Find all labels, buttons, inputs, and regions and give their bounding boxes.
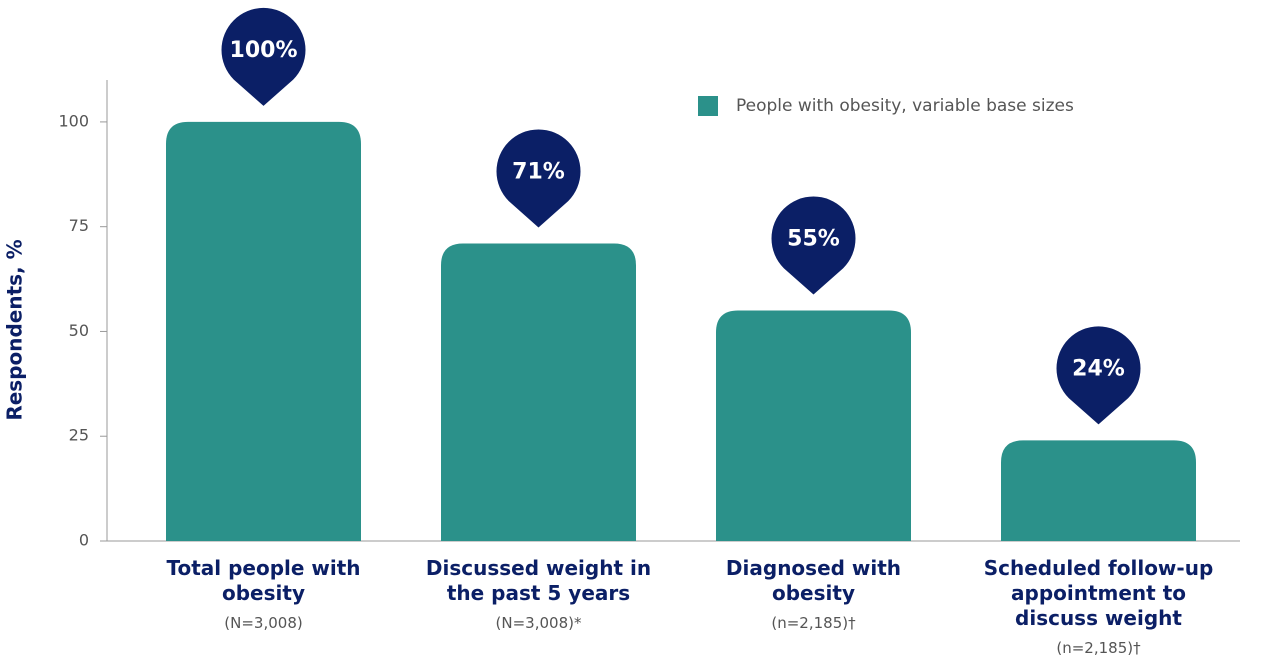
value-pin bbox=[1056, 326, 1141, 425]
x-tick-label: Diagnosed with obesity bbox=[725, 556, 902, 605]
category-group: Total people with obesity (N=3,008) bbox=[144, 556, 384, 632]
value-label: 71% bbox=[512, 159, 565, 184]
x-tick-label: Scheduled follow-up appointment to discu… bbox=[983, 556, 1214, 630]
value-label: 24% bbox=[1072, 356, 1125, 381]
value-pin bbox=[496, 129, 581, 228]
bar bbox=[166, 121, 361, 541]
sample-size: (n=2,185)† bbox=[1056, 639, 1141, 657]
value-label: 55% bbox=[787, 227, 840, 252]
bar bbox=[441, 243, 636, 542]
y-tick-label: 75 bbox=[69, 216, 89, 235]
category-group: Diagnosed with obesity (n=2,185)† bbox=[694, 556, 934, 632]
sample-size: (N=3,008)* bbox=[495, 614, 582, 632]
category-group: Scheduled follow-up appointment to discu… bbox=[979, 556, 1219, 657]
value-label: 100% bbox=[230, 38, 298, 63]
value-pin bbox=[221, 7, 306, 106]
value-pin bbox=[771, 196, 856, 295]
y-tick-label: 50 bbox=[69, 321, 89, 340]
bar bbox=[1001, 440, 1196, 541]
sample-size: (n=2,185)† bbox=[771, 614, 856, 632]
legend-label: People with obesity, variable base sizes bbox=[736, 96, 1074, 116]
x-tick-label: Discussed weight in the past 5 years bbox=[425, 556, 652, 605]
sample-size: (N=3,008) bbox=[224, 614, 303, 632]
x-tick-label: Total people with obesity bbox=[166, 556, 361, 605]
category-group: Discussed weight in the past 5 years (N=3… bbox=[419, 556, 659, 632]
y-tick-label: 100 bbox=[58, 111, 89, 130]
legend-swatch bbox=[698, 96, 718, 116]
y-axis-label: Respondents, % bbox=[3, 239, 27, 420]
y-tick-label: 0 bbox=[79, 531, 89, 550]
y-tick-label: 25 bbox=[69, 426, 89, 445]
bar bbox=[716, 310, 911, 541]
